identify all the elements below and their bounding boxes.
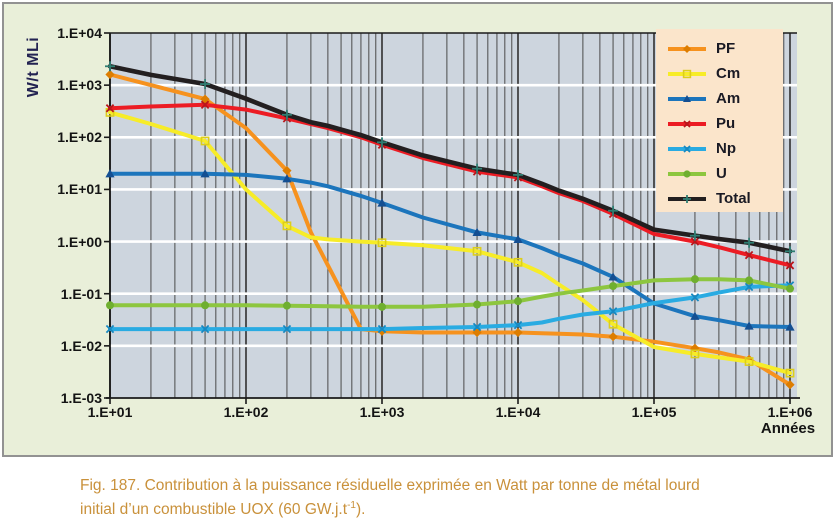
marker bbox=[282, 165, 292, 176]
y-tick-label: 1.E+00 bbox=[57, 233, 102, 250]
caption-line-2: initial d’un combustible UOX (60 GW.j.t-… bbox=[80, 498, 780, 522]
marker bbox=[744, 357, 754, 366]
marker bbox=[105, 69, 115, 80]
marker bbox=[513, 234, 523, 244]
y-tick-label: 1.E-01 bbox=[60, 285, 102, 302]
marker bbox=[377, 198, 387, 207]
legend-label-PF: PF bbox=[716, 40, 736, 57]
series-Cm-line bbox=[108, 110, 792, 376]
y-tick-label: 1.E-03 bbox=[60, 390, 102, 406]
marker bbox=[690, 293, 700, 302]
marker bbox=[690, 311, 700, 320]
legend-label-Np: Np bbox=[716, 140, 736, 157]
marker bbox=[744, 282, 754, 292]
marker bbox=[473, 300, 482, 309]
figure-caption: Fig. 187. Contribution à la puissance ré… bbox=[80, 474, 780, 522]
caption-line-1: Fig. 187. Contribution à la puissance ré… bbox=[80, 477, 700, 494]
marker bbox=[472, 227, 482, 236]
legend-swatch-Cm-icon bbox=[668, 69, 706, 78]
marker bbox=[377, 324, 387, 334]
legend-swatch-Pu-icon bbox=[668, 119, 706, 128]
x-tick-label: 1.E+06 bbox=[767, 404, 813, 420]
legend-swatch-U-icon bbox=[668, 169, 706, 178]
legend-label-U: U bbox=[716, 165, 727, 182]
caption-superscript: -1 bbox=[347, 499, 356, 511]
legend-label-Pu: Pu bbox=[716, 115, 736, 132]
marker bbox=[690, 275, 699, 284]
marker bbox=[200, 100, 210, 110]
marker bbox=[786, 284, 794, 293]
marker bbox=[608, 332, 618, 342]
marker bbox=[282, 301, 291, 310]
legend-item-Cm: Cm bbox=[656, 61, 783, 86]
marker bbox=[513, 257, 523, 267]
marker bbox=[744, 250, 754, 260]
legend-item-Total: Total bbox=[656, 186, 783, 211]
caption-line-2-end: ). bbox=[355, 501, 366, 518]
marker bbox=[105, 104, 115, 113]
marker bbox=[785, 380, 795, 390]
x-tick-label: 1.E+04 bbox=[495, 404, 541, 420]
marker bbox=[744, 321, 754, 330]
marker bbox=[514, 297, 522, 306]
marker bbox=[513, 327, 523, 338]
legend-item-PF: PF bbox=[656, 36, 783, 61]
legend-label-Total: Total bbox=[716, 190, 751, 207]
x-tick-label: 1.E+01 bbox=[87, 404, 133, 420]
marker bbox=[377, 238, 387, 248]
caption-line-2-text: initial d’un combustible UOX (60 GW.j.t bbox=[80, 501, 348, 518]
marker bbox=[472, 246, 482, 256]
marker bbox=[745, 276, 754, 285]
marker bbox=[282, 324, 292, 334]
marker bbox=[282, 221, 292, 231]
marker bbox=[690, 343, 700, 353]
x-tick-label: 1.E+05 bbox=[631, 404, 677, 420]
marker bbox=[785, 368, 795, 378]
marker bbox=[472, 322, 482, 332]
legend-item-U: U bbox=[656, 161, 783, 186]
legend-swatch-Am-icon bbox=[668, 94, 706, 102]
marker bbox=[201, 301, 210, 310]
marker bbox=[282, 174, 292, 183]
marker bbox=[105, 324, 115, 334]
legend-item-Am: Am bbox=[656, 86, 783, 111]
marker bbox=[690, 237, 700, 246]
marker bbox=[378, 302, 386, 311]
x-axis-title: Années bbox=[760, 420, 816, 437]
y-tick-label: 1.E+01 bbox=[57, 181, 102, 198]
y-tick-label: 1.E+04 bbox=[57, 25, 102, 41]
marker bbox=[200, 169, 210, 178]
legend-label-Cm: Cm bbox=[716, 65, 741, 82]
marker bbox=[200, 136, 210, 146]
y-tick-label: 1.E+02 bbox=[57, 129, 102, 146]
marker bbox=[106, 301, 114, 310]
legend-swatch-Total-icon bbox=[668, 194, 706, 203]
x-tick-label: 1.E+02 bbox=[223, 404, 269, 420]
marker bbox=[690, 349, 700, 359]
y-tick-label: 1.E-02 bbox=[60, 337, 102, 354]
marker bbox=[513, 320, 523, 330]
legend-item-Pu: Pu bbox=[656, 111, 783, 136]
chart-legend: PF Cm Am Pu Np U Total bbox=[656, 29, 783, 212]
marker bbox=[608, 319, 618, 329]
marker bbox=[608, 307, 618, 316]
marker bbox=[785, 261, 795, 270]
legend-swatch-PF-icon bbox=[668, 44, 706, 53]
legend-label-Am: Am bbox=[716, 90, 741, 107]
marker bbox=[785, 322, 795, 331]
marker bbox=[200, 324, 210, 334]
legend-swatch-Np-icon bbox=[668, 144, 706, 153]
x-tick-label: 1.E+03 bbox=[359, 404, 405, 420]
y-tick-label: 1.E+03 bbox=[57, 77, 102, 94]
marker bbox=[105, 169, 115, 178]
marker bbox=[608, 272, 618, 281]
legend-item-Np: Np bbox=[656, 136, 783, 161]
marker bbox=[609, 282, 618, 291]
